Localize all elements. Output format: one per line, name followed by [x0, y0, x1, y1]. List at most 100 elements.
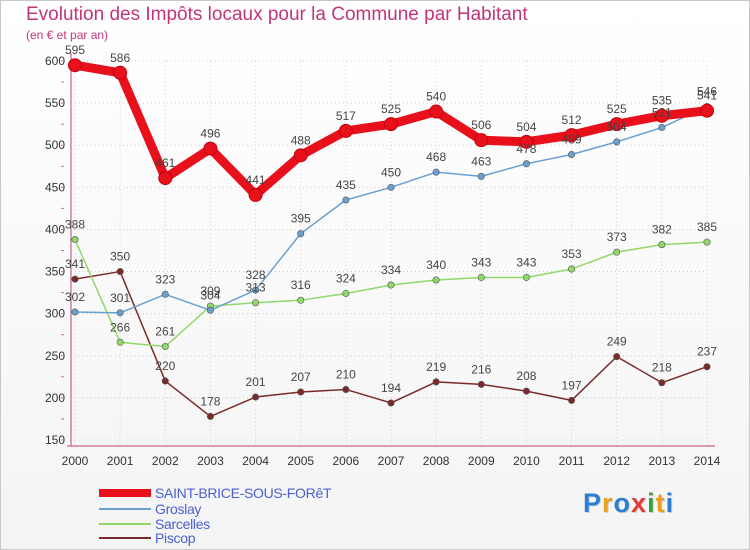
data-label-sarcelles: 382 — [652, 223, 672, 237]
data-label-piscop: 216 — [471, 362, 491, 376]
data-point-sarcelles — [522, 273, 530, 281]
data-label-groslay: 304 — [200, 288, 220, 302]
data-point-groslay — [342, 196, 350, 204]
data-point-sarcelles — [477, 273, 485, 281]
data-label-piscop: 220 — [155, 359, 175, 373]
y-tick-label: 450 — [45, 180, 65, 194]
data-point-piscop — [116, 268, 124, 276]
x-tick-label: 2003 — [197, 454, 224, 468]
data-label-sarcelles: 353 — [562, 247, 582, 261]
data-point-piscop — [342, 385, 350, 393]
data-label-piscop: 219 — [426, 360, 446, 374]
y-tick-label: 150 — [45, 433, 65, 447]
x-tick-label: 2007 — [378, 454, 405, 468]
data-point-groslay — [71, 308, 79, 316]
data-point-saint-brice-sous-for-t — [700, 103, 714, 118]
data-point-saint-brice-sous-for-t — [293, 148, 308, 163]
data-point-sarcelles — [71, 236, 79, 244]
legend-label-sarcelles: Sarcelles — [155, 516, 210, 532]
legend-item-saint-brice: SAINT-BRICE-SOUS-FORêT — [99, 485, 332, 501]
data-point-piscop — [252, 393, 260, 401]
data-label-saint-brice-sous-for-t: 496 — [200, 127, 220, 141]
data-label-saint-brice-sous-for-t: 512 — [562, 113, 582, 127]
x-tick-label: 2006 — [333, 454, 360, 468]
data-point-groslay — [116, 309, 124, 317]
y-tick-label: 400 — [45, 222, 65, 236]
data-label-groslay: 521 — [652, 106, 672, 120]
data-point-saint-brice-sous-for-t — [609, 117, 624, 132]
x-tick-label: 2000 — [62, 454, 89, 468]
data-label-groslay: 546 — [697, 84, 717, 98]
logo-letter: P — [583, 488, 603, 518]
data-label-groslay: 302 — [65, 290, 85, 304]
data-point-groslay — [387, 183, 395, 191]
data-point-piscop — [522, 387, 530, 395]
logo-letter: i — [647, 488, 656, 518]
x-tick-label: 2001 — [107, 454, 134, 468]
data-point-piscop — [658, 379, 666, 387]
legend-label-piscop: Piscop — [155, 530, 196, 546]
data-point-groslay — [568, 150, 576, 158]
data-point-groslay — [297, 230, 305, 238]
x-tick-label: 2008 — [423, 454, 450, 468]
data-label-groslay: 463 — [471, 154, 491, 168]
chart-subtitle: (en € et par an) — [26, 28, 109, 42]
data-point-piscop — [613, 353, 621, 361]
x-tick-label: 2013 — [649, 454, 676, 468]
x-tick-label: 2012 — [603, 454, 630, 468]
data-label-piscop: 194 — [381, 381, 401, 395]
data-point-saint-brice-sous-for-t — [203, 141, 218, 156]
data-point-saint-brice-sous-for-t — [338, 123, 353, 138]
data-point-sarcelles — [613, 248, 621, 256]
data-point-piscop — [387, 399, 395, 407]
y-tick-label: 550 — [45, 96, 65, 110]
y-tick-label: 500 — [45, 138, 65, 152]
data-point-saint-brice-sous-for-t — [248, 187, 263, 202]
data-label-saint-brice-sous-for-t: 488 — [291, 133, 311, 147]
data-point-sarcelles — [432, 276, 440, 284]
legend-item-piscop: Piscop — [99, 530, 196, 546]
data-point-sarcelles — [161, 343, 169, 351]
data-point-saint-brice-sous-for-t — [654, 108, 669, 123]
data-point-groslay — [658, 124, 666, 132]
x-tick-label: 2011 — [559, 454, 585, 468]
data-point-piscop — [297, 388, 305, 396]
data-point-saint-brice-sous-for-t — [429, 104, 444, 119]
data-label-sarcelles: 388 — [65, 218, 85, 232]
legend-label-saint-brice: SAINT-BRICE-SOUS-FORêT — [155, 485, 332, 501]
data-point-sarcelles — [703, 238, 711, 246]
data-label-piscop: 178 — [200, 394, 220, 408]
data-label-piscop: 201 — [246, 375, 266, 389]
axis-layer: 150 200 250 300 350 400 450 500 550 600 2000 2001 20… — [45, 53, 721, 468]
data-point-sarcelles — [387, 281, 395, 289]
data-label-sarcelles: 340 — [426, 258, 446, 272]
data-label-sarcelles: 313 — [246, 281, 266, 295]
x-tick-label: 2002 — [152, 454, 179, 468]
data-label-saint-brice-sous-for-t: 535 — [652, 94, 672, 108]
data-label-saint-brice-sous-for-t: 441 — [246, 173, 266, 187]
x-tick-label: 2009 — [468, 454, 495, 468]
data-label-sarcelles: 343 — [471, 255, 491, 269]
data-label-saint-brice-sous-for-t: 595 — [65, 43, 85, 57]
data-point-saint-brice-sous-for-t — [68, 58, 82, 73]
data-point-piscop — [206, 412, 214, 420]
data-label-saint-brice-sous-for-t: 506 — [471, 118, 491, 132]
legend-swatch-piscop — [99, 537, 151, 539]
data-label-saint-brice-sous-for-t: 525 — [607, 102, 627, 116]
data-point-sarcelles — [568, 265, 576, 273]
data-label-groslay: 395 — [291, 212, 311, 226]
data-label-saint-brice-sous-for-t: 517 — [336, 109, 356, 123]
data-label-saint-brice-sous-for-t: 541 — [697, 89, 717, 103]
data-label-piscop: 350 — [110, 250, 130, 264]
data-label-groslay: 301 — [110, 291, 130, 305]
data-point-groslay — [477, 172, 485, 180]
legend-swatch-saint-brice — [99, 489, 151, 497]
data-label-piscop: 210 — [336, 367, 356, 381]
data-label-groslay: 478 — [516, 142, 536, 156]
data-label-piscop: 249 — [607, 335, 627, 349]
data-label-groslay: 468 — [426, 150, 446, 164]
logo-letter: o — [613, 488, 632, 518]
data-label-piscop: 341 — [65, 257, 85, 271]
y-tick-label: 350 — [45, 265, 65, 279]
